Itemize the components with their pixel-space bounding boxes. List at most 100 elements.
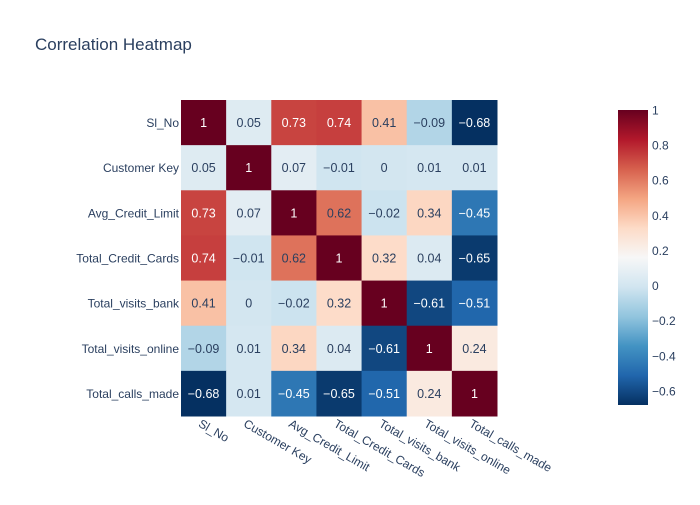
y-tick-label: Avg_Credit_Limit — [88, 206, 180, 220]
cell-value-label: −0.51 — [368, 387, 400, 401]
heatmap-cell — [181, 370, 227, 417]
heatmap-cell — [451, 145, 498, 191]
cell-value-label: 0.73 — [282, 116, 306, 130]
heatmap-cell — [226, 145, 272, 191]
cell-value-label: 0.01 — [462, 161, 486, 175]
cell-value-label: 0.62 — [327, 206, 351, 220]
colorbar-tick-label: 0 — [652, 279, 659, 293]
heatmap-cell — [271, 325, 317, 372]
heatmap-cell — [361, 145, 408, 191]
cell-value-label: −0.09 — [413, 116, 445, 130]
cell-value-label: 1 — [245, 161, 252, 175]
cell-value-label: 0.05 — [191, 161, 215, 175]
heatmap-cell — [406, 100, 453, 146]
heatmap-cell — [406, 370, 453, 417]
y-tick-label: Sl_No — [146, 116, 179, 130]
heatmap-cell — [181, 235, 227, 282]
y-axis-labels: Sl_No Customer Key Avg_Credit_Limit Total_C… — [76, 116, 180, 401]
cell-value-label: −0.51 — [459, 297, 491, 311]
colorbar-tick-label: 0.2 — [652, 244, 669, 258]
cell-value-label: 0.24 — [417, 387, 441, 401]
heatmap-cell — [181, 145, 227, 191]
cell-value-label: −0.45 — [459, 206, 491, 220]
heatmap-cell — [271, 100, 317, 146]
colorbar-tick-label: 0.4 — [652, 209, 669, 223]
colorbar-tick-label: −0.6 — [652, 384, 676, 398]
heatmap-cell — [316, 235, 363, 282]
cell-value-label: 0.01 — [237, 342, 261, 356]
cell-value-label: −0.65 — [323, 387, 355, 401]
chart-title: Correlation Heatmap — [35, 35, 192, 54]
cell-value-label: 0.74 — [191, 252, 215, 266]
heatmap-cell — [226, 280, 272, 327]
cell-value-label: −0.61 — [368, 342, 400, 356]
x-axis-labels: Sl_No Customer KeyAvg_Credit_LimitTotal_C… — [196, 416, 554, 479]
heatmap-cell — [316, 280, 363, 327]
heatmap-cell — [316, 190, 363, 236]
cell-value-label: 0.04 — [327, 342, 351, 356]
colorbar-gradient — [618, 110, 648, 405]
cell-value-label: −0.01 — [323, 161, 355, 175]
heatmap-cell — [316, 370, 363, 417]
heatmap-cell — [181, 280, 227, 327]
cell-value-label: 0.34 — [417, 206, 441, 220]
heatmap-cell — [361, 325, 408, 372]
colorbar-tick-label: −0.4 — [652, 349, 676, 363]
heatmap-cell — [271, 190, 317, 236]
colorbar-tick-label: 0.6 — [652, 174, 669, 188]
heatmap-cell — [316, 100, 363, 146]
cell-value-label: 0.24 — [462, 342, 486, 356]
y-tick-label: Total_visits_bank — [88, 297, 180, 311]
colorbar-tick-label: 1 — [652, 104, 659, 118]
colorbar-tick-label: 0.8 — [652, 139, 669, 153]
cell-value-label: 0.32 — [372, 252, 396, 266]
cell-value-label: 1 — [200, 116, 207, 130]
heatmap-cell — [226, 235, 272, 282]
heatmap-cell — [226, 370, 272, 417]
cell-value-label: 0.41 — [372, 116, 396, 130]
heatmap-cell — [181, 100, 227, 146]
heatmap-cell — [361, 100, 408, 146]
colorbar-tick-label: −0.2 — [652, 314, 676, 328]
cell-value-label: −0.68 — [459, 116, 491, 130]
cell-value-label: −0.65 — [459, 252, 491, 266]
cell-value-label: 0.34 — [282, 342, 306, 356]
heatmap-cell — [406, 325, 453, 372]
heatmap-cell — [271, 370, 317, 417]
heatmap-cell — [271, 280, 317, 327]
cell-value-label: 0.41 — [191, 297, 215, 311]
heatmap-cell — [406, 145, 453, 191]
heatmap-cell — [181, 190, 227, 236]
cell-value-label: 1 — [471, 387, 478, 401]
cell-value-label: −0.02 — [368, 206, 400, 220]
heatmap-cell — [316, 145, 363, 191]
heatmap-cell — [361, 370, 408, 417]
cell-value-label: 0.07 — [282, 161, 306, 175]
cell-value-label: 1 — [336, 252, 343, 266]
cell-value-label: −0.02 — [278, 297, 310, 311]
cell-value-label: 0.62 — [282, 252, 306, 266]
cell-value-label: −0.61 — [413, 297, 445, 311]
cell-value-label: 1 — [426, 342, 433, 356]
y-tick-label: Customer Key — [103, 161, 179, 175]
heatmap-cell — [451, 190, 498, 236]
cell-value-label: 0.01 — [237, 387, 261, 401]
y-tick-label: Total_visits_online — [82, 342, 180, 356]
heatmap-cell — [271, 235, 317, 282]
heatmap-cell — [451, 280, 498, 327]
cell-value-label: −0.01 — [233, 252, 265, 266]
cell-value-label: 0 — [381, 161, 388, 175]
heatmap-cell — [406, 190, 453, 236]
heatmap-cell — [451, 235, 498, 282]
heatmap-cell — [316, 325, 363, 372]
heatmap-cell — [361, 235, 408, 282]
heatmap-cell — [361, 280, 408, 327]
heatmap-cell — [406, 235, 453, 282]
cell-value-label: −0.68 — [188, 387, 220, 401]
heatmap-cell — [226, 325, 272, 372]
cell-value-label: 0 — [245, 297, 252, 311]
heatmap-cell — [361, 190, 408, 236]
cell-value-label: 0.04 — [417, 252, 441, 266]
